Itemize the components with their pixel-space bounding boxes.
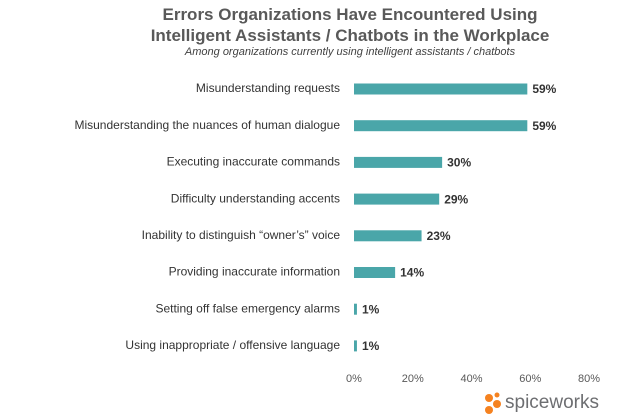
bar bbox=[354, 340, 357, 352]
y-tick-label: Executing inaccurate commands bbox=[167, 155, 340, 169]
x-tick-label: 20% bbox=[402, 373, 424, 385]
value-label: 59% bbox=[532, 119, 556, 133]
value-label: 30% bbox=[447, 156, 471, 170]
y-tick-label: Using inappropriate / offensive language bbox=[125, 338, 340, 352]
value-label: 23% bbox=[427, 229, 451, 243]
y-tick-label: Difficulty understanding accents bbox=[171, 191, 340, 205]
value-label: 1% bbox=[362, 339, 380, 353]
bar bbox=[354, 230, 422, 242]
x-tick-label: 80% bbox=[578, 373, 600, 385]
value-label: 29% bbox=[444, 192, 468, 206]
value-label: 1% bbox=[362, 302, 380, 316]
x-tick-label: 60% bbox=[519, 373, 541, 385]
bar bbox=[354, 303, 357, 315]
y-tick-label: Misunderstanding requests bbox=[196, 81, 340, 95]
logo-text: spiceworks bbox=[505, 392, 599, 413]
y-tick-label: Inability to distinguish “owner’s” voice bbox=[142, 228, 341, 242]
x-tick-label: 40% bbox=[460, 373, 482, 385]
logo-icon bbox=[485, 392, 501, 414]
bar bbox=[354, 156, 443, 168]
chart-title: Errors Organizations Have Encountered Us… bbox=[150, 5, 550, 45]
bar bbox=[354, 267, 396, 278]
value-label: 59% bbox=[532, 82, 556, 96]
y-tick-label: Misunderstanding the nuances of human di… bbox=[74, 118, 340, 132]
value-label: 14% bbox=[400, 266, 424, 280]
bar bbox=[354, 193, 440, 205]
x-tick-label: 0% bbox=[346, 373, 362, 385]
y-tick-label: Setting off false emergency alarms bbox=[155, 301, 340, 315]
bar bbox=[354, 120, 528, 132]
bar bbox=[354, 83, 528, 95]
y-tick-label: Providing inaccurate information bbox=[169, 265, 340, 279]
chart-subtitle: Among organizations currently using inte… bbox=[184, 46, 516, 58]
